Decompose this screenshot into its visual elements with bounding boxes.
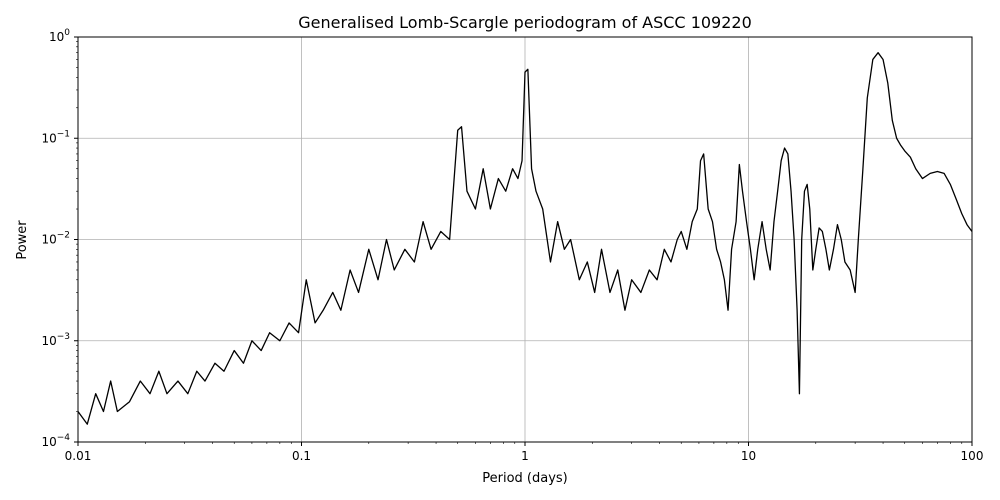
x-tick-label: 0.01 xyxy=(65,449,92,463)
x-tick-label: 10 xyxy=(741,449,756,463)
y-tick-label: 10−1 xyxy=(41,129,70,145)
x-axis-ticks: 0.01 0.1 1 10 100 xyxy=(65,442,984,463)
data-series xyxy=(77,52,973,425)
series-line xyxy=(77,52,973,425)
y-tick-label: 10−3 xyxy=(41,332,70,348)
y-axis-ticks: 10−4 10−3 10−2 10−1 100 xyxy=(41,28,78,449)
x-tick-label: 1 xyxy=(521,449,529,463)
x-tick-label: 0.1 xyxy=(292,449,311,463)
y-tick-label: 10−4 xyxy=(41,433,70,449)
y-axis-label: Power xyxy=(15,220,30,260)
grid-lines xyxy=(78,37,972,442)
y-tick-label: 100 xyxy=(49,28,70,44)
y-tick-label: 10−2 xyxy=(41,231,70,247)
x-axis-label: Period (days) xyxy=(482,471,568,486)
chart-title: Generalised Lomb-Scargle periodogram of … xyxy=(298,13,752,32)
x-tick-label: 100 xyxy=(961,449,984,463)
